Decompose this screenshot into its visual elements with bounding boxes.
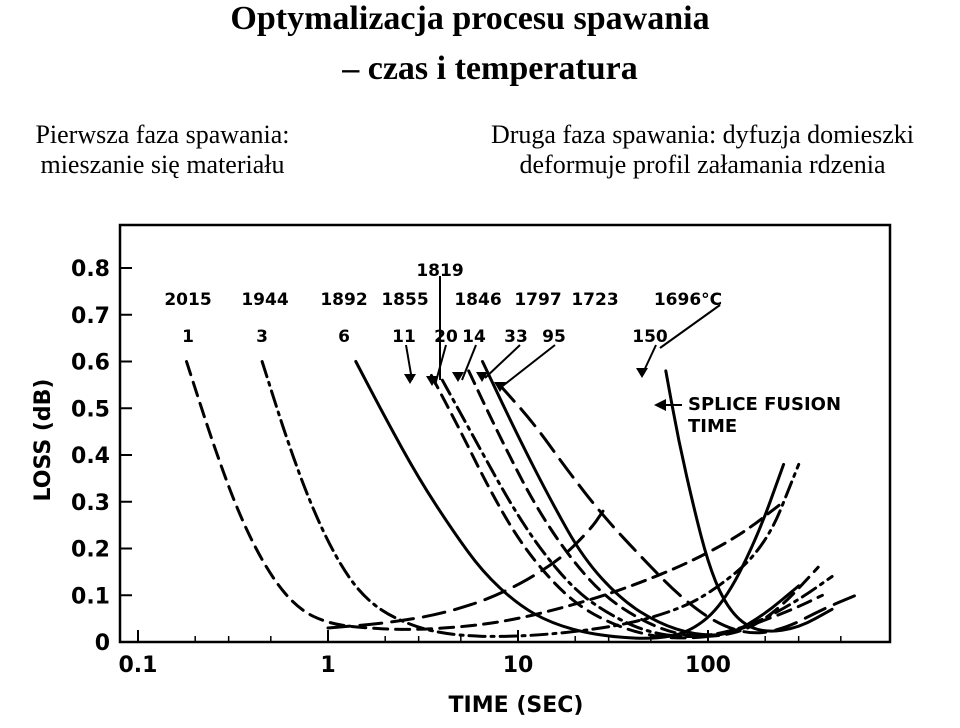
temperature-label: 1819: [416, 261, 463, 281]
caption-second-phase-line-1: Druga faza spawania: dyfuzja domieszki: [490, 120, 915, 149]
x-tick-label: 0.1: [119, 653, 158, 678]
temperature-label: 1696°C: [654, 290, 722, 310]
x-tick-label: 100: [685, 653, 731, 678]
label-leader-line: [659, 304, 721, 349]
leader-arrowhead: [452, 372, 464, 382]
caption-second-phase: Druga faza spawania: dyfuzja domieszki d…: [445, 120, 960, 180]
caption-first-phase: Pierwsza faza spawania: mieszanie się ma…: [0, 120, 325, 180]
loss-curve-10: [326, 509, 605, 630]
plot-frame: [118, 223, 892, 644]
leader-arrowhead: [404, 374, 416, 384]
loss-curve-1: [185, 360, 786, 631]
time-label: 3: [256, 327, 268, 347]
caption-first-phase-line-1: Pierwsza faza spawania:: [35, 120, 290, 149]
leader-arrowhead: [476, 372, 488, 382]
annotation-arrowhead: [654, 399, 666, 411]
label-leader-line: [484, 344, 521, 379]
x-axis-label: TIME (SEC): [449, 693, 584, 718]
y-tick-label: 0.5: [71, 397, 110, 422]
temperature-label: 1797: [514, 290, 561, 310]
label-leader-line: [461, 344, 477, 381]
y-tick-label: 0: [95, 631, 110, 656]
y-tick-label: 0.4: [71, 444, 110, 469]
time-label: 1: [182, 327, 194, 347]
temperature-label: 1892: [320, 290, 367, 310]
time-label: 11: [392, 327, 416, 347]
title-line-1: Optymalizacja procesu spawania: [230, 0, 710, 37]
leader-arrowhead: [494, 382, 506, 392]
label-leader-line: [499, 344, 556, 389]
temperature-label: 1855: [381, 290, 428, 310]
time-label: 95: [542, 327, 566, 347]
temperature-label: 1944: [241, 290, 288, 310]
y-tick-label: 0.7: [71, 304, 110, 329]
caption-second-phase-line-2: deformuje profil załamania rdzenia: [519, 150, 886, 179]
temperature-label: 1723: [571, 290, 618, 310]
time-label: 150: [632, 327, 668, 347]
time-label: 6: [338, 327, 350, 347]
loss-curve-3: [354, 360, 786, 640]
leader-arrowhead: [636, 368, 648, 378]
y-tick-label: 0.2: [71, 538, 110, 563]
x-tick-label: 10: [503, 653, 534, 678]
title-line-2: – czas i temperatura: [342, 50, 638, 87]
splice-fusion-annotation: TIME: [688, 416, 737, 437]
temperature-label: 2015: [164, 290, 211, 310]
loss-curve-7: [481, 360, 801, 637]
label-leader-line: [434, 344, 447, 386]
y-tick-label: 0.8: [71, 257, 110, 282]
time-label: 33: [504, 327, 528, 347]
splice-fusion-annotation: SPLICE FUSION: [688, 394, 841, 415]
time-label: 20: [434, 327, 458, 347]
y-tick-label: 0.3: [71, 491, 110, 516]
time-label: 14: [462, 327, 486, 347]
y-tick-label: 0.1: [71, 584, 110, 609]
leader-arrowhead: [426, 376, 438, 386]
x-tick-label: 1: [320, 653, 335, 678]
y-tick-label: 0.6: [71, 351, 110, 376]
caption-first-phase-line-2: mieszanie się materiału: [40, 150, 285, 179]
temperature-label: 1846: [454, 290, 501, 310]
loss-curve-9: [664, 369, 834, 633]
loss-curve-8: [498, 383, 858, 635]
y-axis-label: LOSS (dB): [31, 379, 56, 502]
loss-curve-6: [467, 369, 820, 638]
